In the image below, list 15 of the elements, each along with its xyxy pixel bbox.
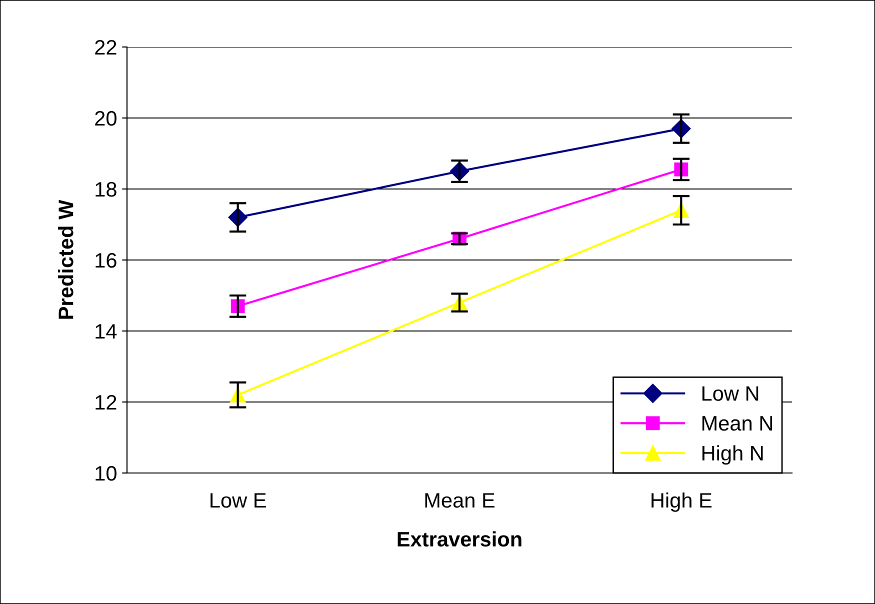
x-tick-label: Low E — [210, 493, 266, 508]
y-tick-label: 12 — [96, 395, 116, 410]
y-tick-label: 10 — [96, 466, 116, 481]
legend-label: Mean N — [702, 416, 772, 431]
y-tick-label: 16 — [96, 253, 116, 268]
legend-label: High N — [702, 445, 763, 465]
legend-label: Low N — [702, 386, 758, 401]
x-tick-label: Mean E — [425, 493, 495, 508]
x-axis-title: Extraversion — [398, 531, 522, 547]
y-axis-title: Predicted W — [58, 200, 74, 319]
y-tick-label: 22 — [95, 40, 116, 55]
y-tick-label: 18 — [96, 182, 116, 197]
y-tick-label: 20 — [95, 111, 116, 126]
y-tick-label: 14 — [96, 324, 117, 339]
x-tick-label: High E — [652, 492, 712, 512]
